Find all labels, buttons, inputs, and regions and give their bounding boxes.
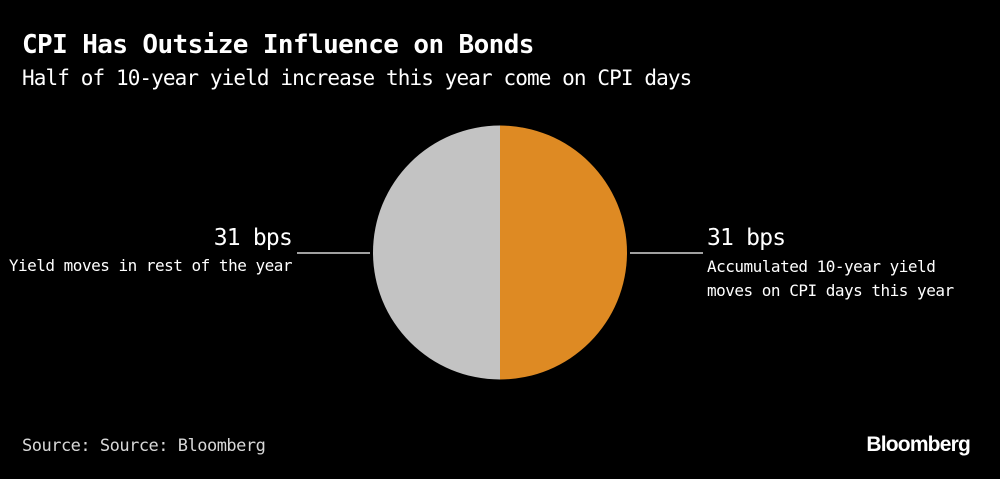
slice-label-line: Yield moves in rest of the year bbox=[8, 256, 293, 275]
slice-label-cpi-days: Accumulated 10-year yield moves on CPI d… bbox=[707, 255, 954, 303]
pie-slice-rest-of-year bbox=[373, 125, 500, 380]
slice-label-rest-of-year: Yield moves in rest of the year bbox=[8, 254, 293, 278]
slice-label-line: Accumulated 10-year yield bbox=[707, 257, 936, 276]
pie-slice-cpi-days bbox=[500, 125, 627, 380]
chart-subtitle: Half of 10-year yield increase this year… bbox=[22, 66, 692, 90]
source-note: Source: Source: Bloomberg bbox=[22, 436, 266, 456]
slice-value-cpi-days: 31 bps bbox=[707, 225, 786, 251]
bloomberg-logo: Bloomberg bbox=[866, 433, 970, 456]
slice-value-rest-of-year: 31 bps bbox=[213, 225, 293, 251]
slice-label-line: moves on CPI days this year bbox=[707, 281, 954, 300]
chart-title: CPI Has Outsize Influence on Bonds bbox=[22, 30, 534, 60]
